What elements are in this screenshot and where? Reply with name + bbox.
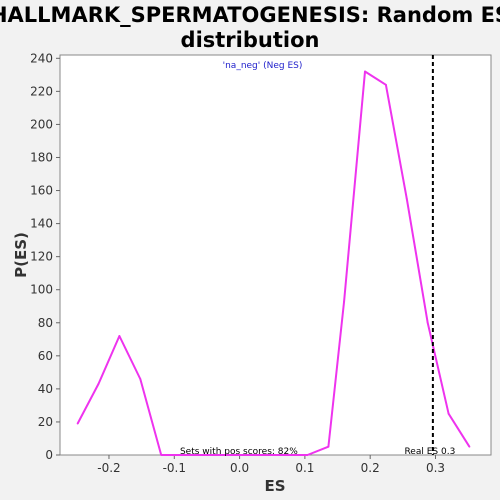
data-point [181,454,184,456]
x-tick-label: -0.2 [97,461,120,475]
y-tick-label: 60 [38,349,53,363]
y-tick-label: 200 [30,117,53,131]
x-axis: -0.2 -0.1 0.0 0.1 0.2 0.3 [97,455,445,475]
legend-series-label: 'na_neg' (Neg ES) [223,61,303,71]
x-tick-label: 0.2 [361,461,380,475]
y-tick-label: 80 [38,316,53,330]
y-tick-label: 240 [30,51,53,65]
y-tick-label: 40 [38,382,53,396]
plot-area [59,54,492,456]
x-tick-label: -0.1 [163,461,186,475]
data-point [327,445,330,448]
data-point [447,412,450,415]
y-tick-label: 20 [38,415,53,429]
y-tick-label: 220 [30,84,53,98]
y-tick-label: 0 [45,448,53,462]
data-point [243,454,246,456]
data-point [285,454,288,456]
y-tick-label: 100 [30,283,53,297]
series-line-0 [76,70,471,456]
data-point [76,422,79,425]
y-tick-label: 160 [30,184,53,198]
x-tick-label: 0.3 [426,461,445,475]
data-point [139,378,142,380]
y-axis: 0 20 40 60 80 100 120 140 160 180 200 220 240 [30,51,60,462]
x-tick-label: 0.0 [230,461,249,475]
chart-title-line2: distribution [181,28,320,52]
series-layer [76,70,471,456]
data-point [384,83,387,86]
x-axis-title: ES [264,477,285,495]
x-tick-label: 0.1 [295,461,314,475]
pos-scores-annotation: Sets with pos scores: 82% [180,447,298,457]
data-point [468,445,471,448]
data-point [264,454,267,456]
y-tick-label: 120 [30,250,53,264]
y-tick-label: 180 [30,150,53,164]
data-point [223,454,225,456]
data-point [97,383,100,385]
chart-title-line1: HALLMARK_SPERMATOGENESIS: Random ES [0,3,500,27]
data-point [118,335,121,337]
real-es-label: Real ES 0.3 [404,447,455,457]
data-point [202,454,204,456]
data-point [426,321,429,324]
y-axis-title: P(ES) [12,232,30,278]
data-point [343,300,345,303]
data-point [405,197,408,200]
data-point [160,454,163,456]
y-tick-label: 140 [30,217,53,231]
data-point [306,454,309,456]
data-point [364,70,366,73]
